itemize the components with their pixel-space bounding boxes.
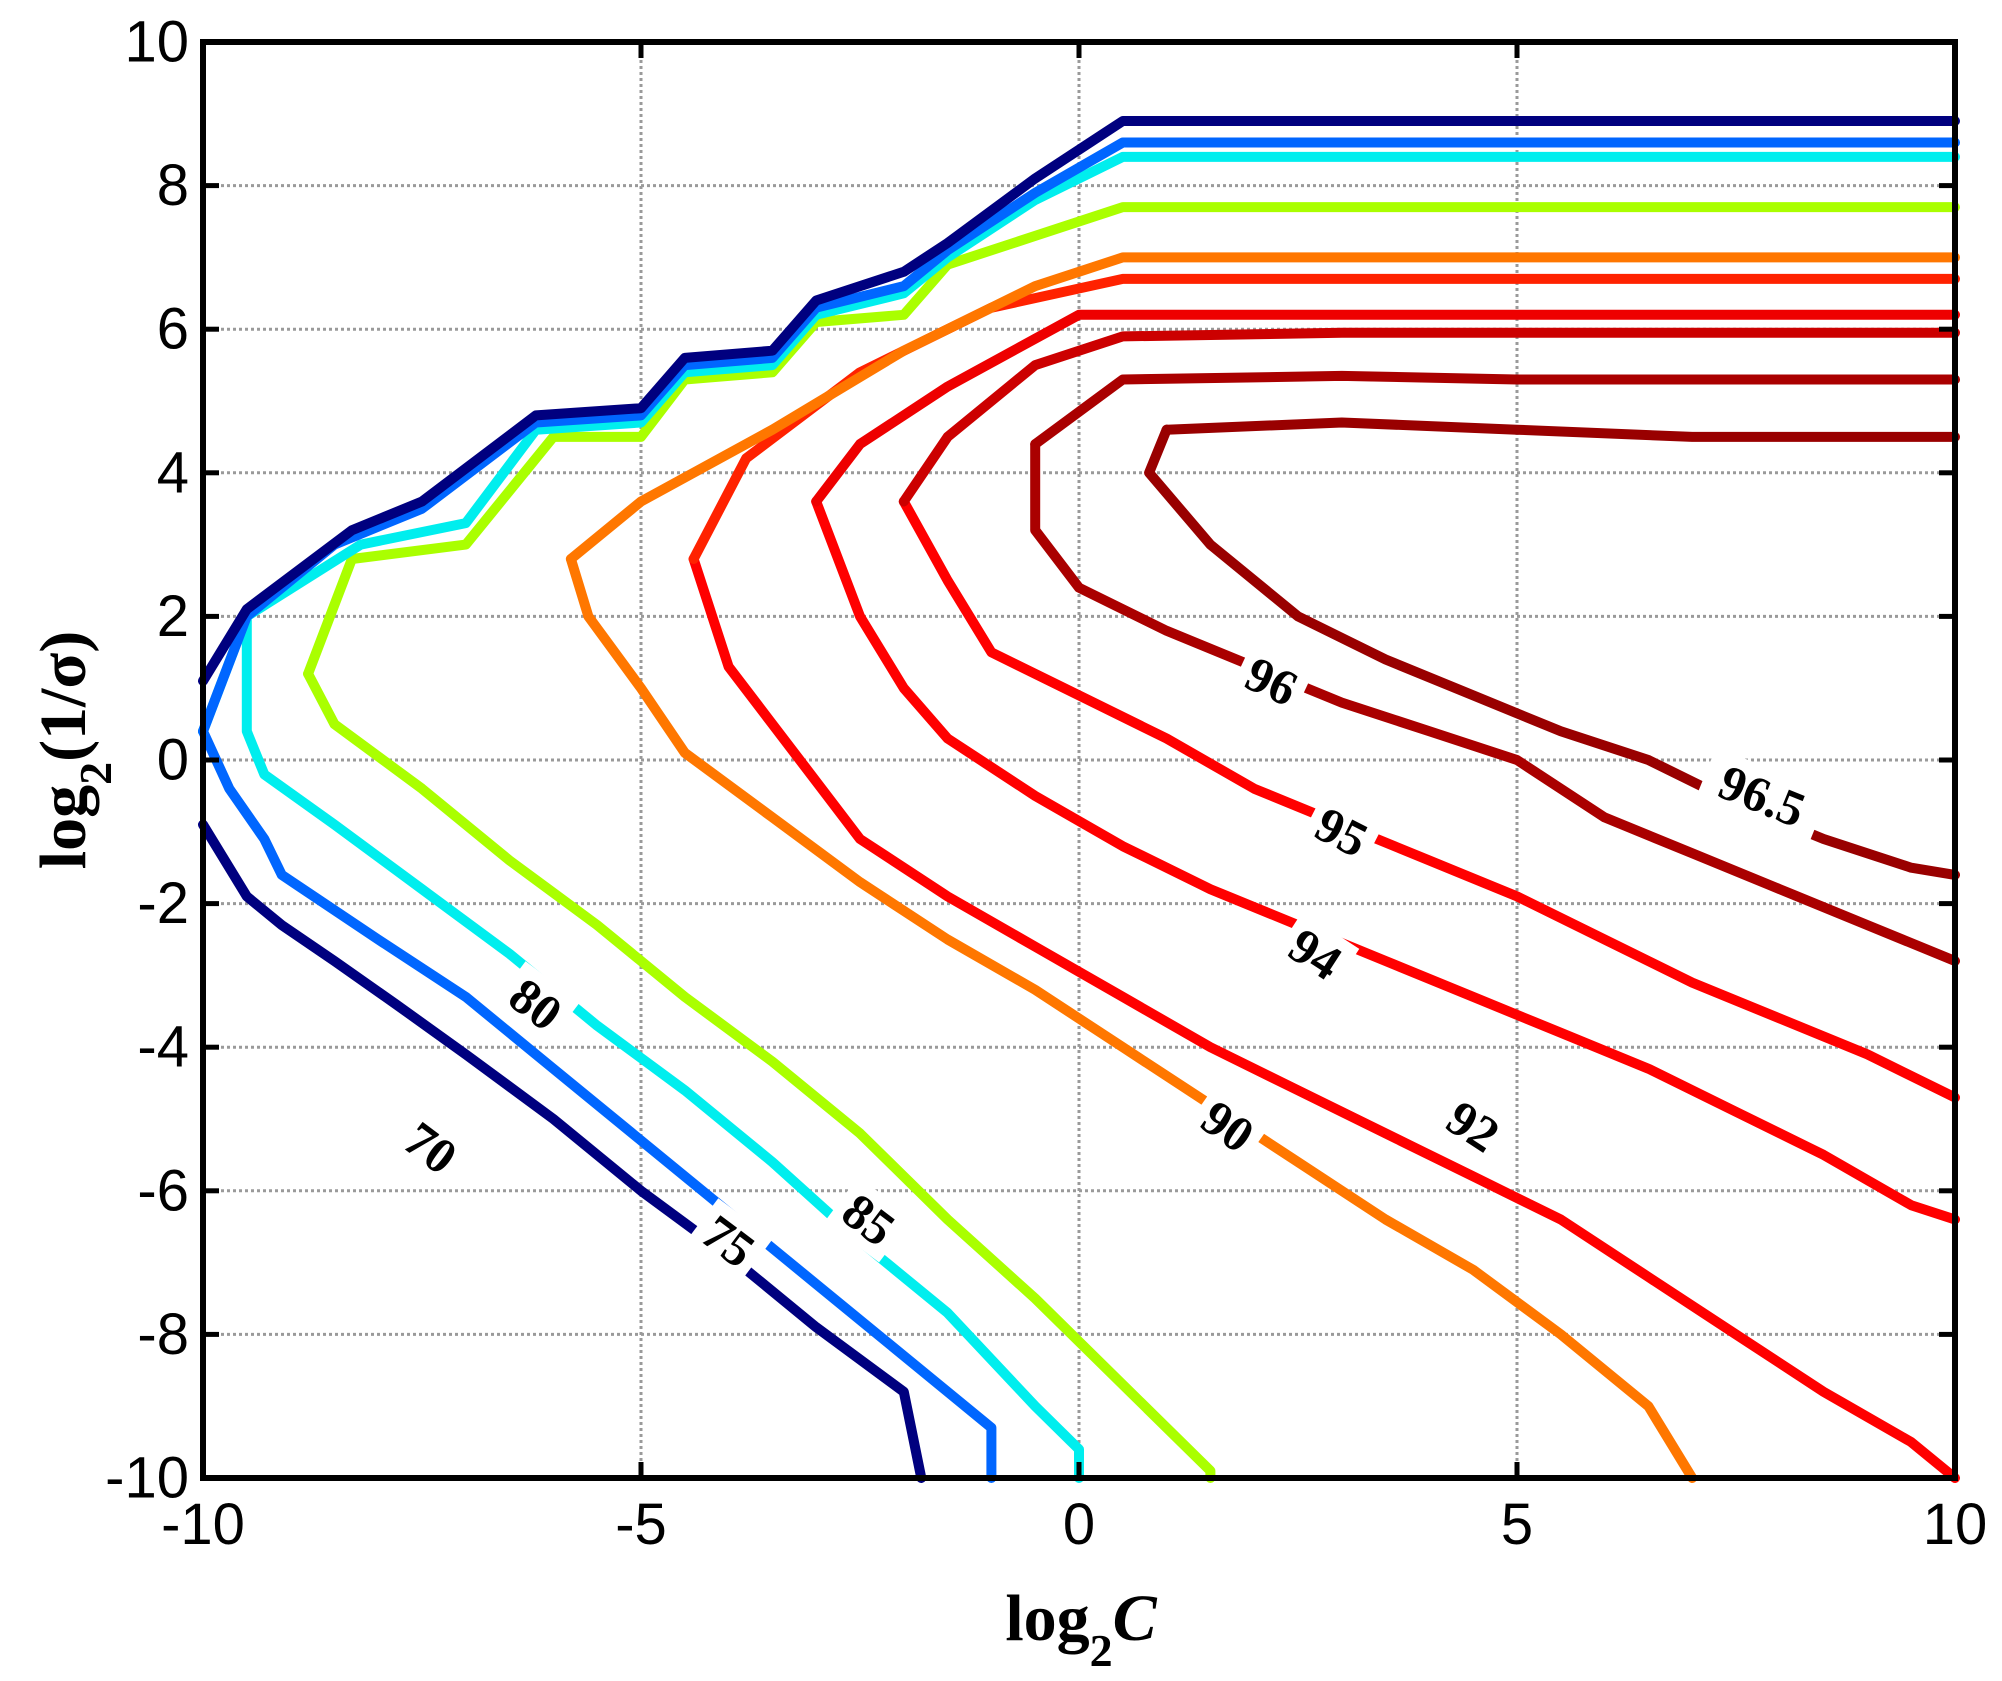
contour-line-92 <box>688 554 1960 1483</box>
x-tick-label: -5 <box>615 1492 667 1557</box>
x-axis-title: log2C <box>1005 1582 1157 1676</box>
contour-line-unlabeled-8 <box>241 151 1960 622</box>
y-tick-label: -6 <box>137 1158 189 1223</box>
contour-label-backing <box>1184 1083 1272 1169</box>
y-tick-label: 6 <box>157 297 189 362</box>
contour-label-backing <box>1229 641 1315 721</box>
x-tick-label: 0 <box>1063 1492 1095 1557</box>
contour-line-95 <box>898 496 1960 1103</box>
y-tick-label: -10 <box>105 1446 189 1511</box>
contour-line-unlabeled-10 <box>198 116 1960 686</box>
contour-line-96 <box>1030 439 1960 966</box>
contour-line-unlabeled-3 <box>898 327 1960 507</box>
contour-line-90 <box>565 554 1698 1483</box>
x-tick-label: 10 <box>1923 1492 1988 1557</box>
contour-label-backing <box>386 1104 475 1191</box>
contour-label-group: 96 <box>1229 641 1315 721</box>
y-tick-label: 4 <box>157 440 189 505</box>
contour-line-unlabeled-4 <box>811 309 1960 507</box>
y-tick-label: 8 <box>157 153 189 218</box>
x-tick-label: -10 <box>161 1492 245 1557</box>
contour-line-80 <box>198 611 1084 1483</box>
contour-line-unlabeled-7 <box>303 202 1960 679</box>
y-tick-label: -4 <box>137 1015 189 1080</box>
contour-line-96-5 <box>1144 424 1960 880</box>
y-tick-label: 10 <box>124 10 189 75</box>
contour-line-75 <box>198 726 997 1483</box>
y-tick-label: 2 <box>157 584 189 649</box>
contour-lines <box>198 116 1960 1483</box>
contour-line-85 <box>303 668 1216 1483</box>
contour-label-backing <box>1695 747 1830 845</box>
y-tick-label: -8 <box>137 1302 189 1367</box>
y-tick-label: 0 <box>157 728 189 793</box>
grid-lines <box>203 42 1955 1478</box>
contour-label-backing <box>1271 911 1360 996</box>
contour-line-70 <box>198 819 927 1483</box>
y-axis-title: log2(1/σ) <box>27 631 121 870</box>
contour-line-unlabeled-2 <box>1030 370 1960 450</box>
contour-label-backing <box>1298 791 1385 873</box>
contour-label-backing <box>684 1198 773 1284</box>
contour-line-unlabeled-1 <box>1161 417 1960 442</box>
contour-label-backing <box>824 1176 913 1263</box>
contour-label-backing <box>491 961 580 1047</box>
x-tick-label: 5 <box>1501 1492 1533 1557</box>
y-tick-label: -2 <box>137 871 189 936</box>
contour-line-unlabeled-6 <box>565 252 1960 564</box>
contour-label-backing <box>1429 1084 1517 1169</box>
axis-ticks: -10 -5 0 5 10 -10 -8 -6 -4 -2 0 2 4 6 8 10 <box>105 10 1987 1558</box>
